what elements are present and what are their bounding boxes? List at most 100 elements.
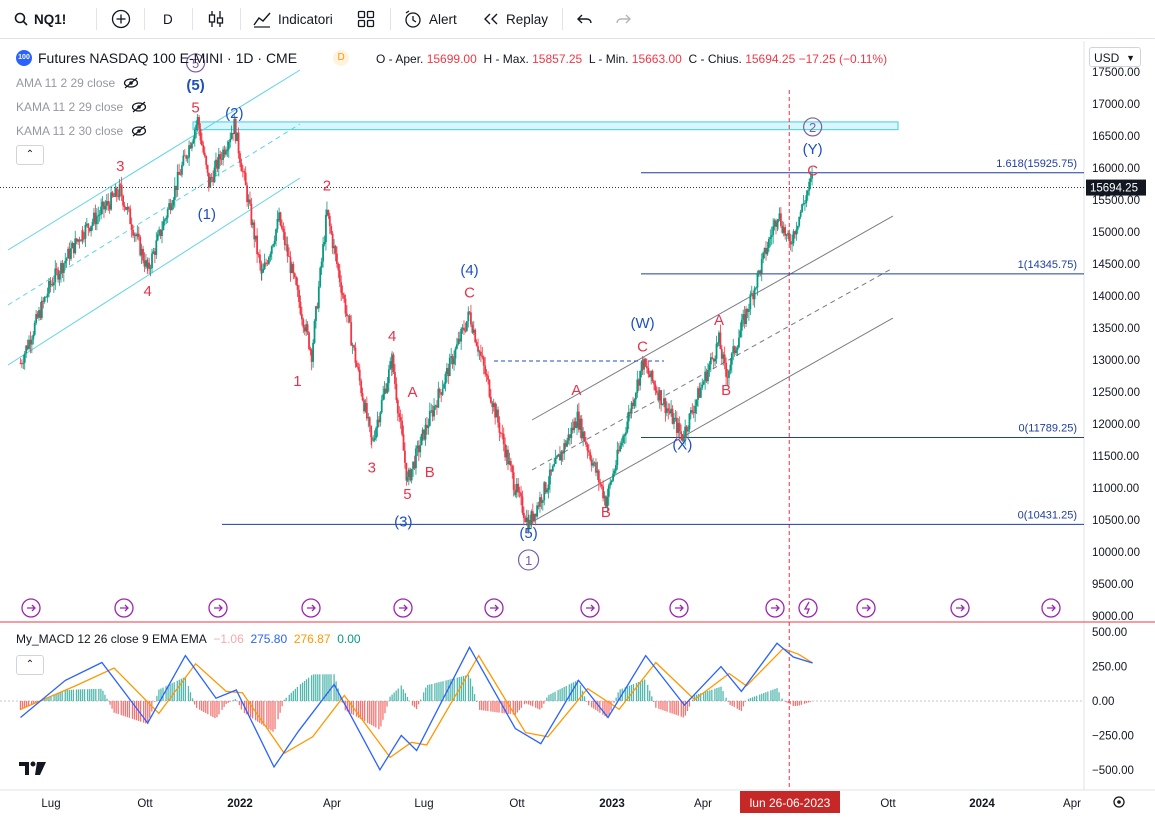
- indicator-kama-29[interactable]: KAMA 11 2 29 close: [16, 100, 147, 114]
- candle-body: [237, 132, 240, 154]
- wave-label[interactable]: (1): [198, 206, 216, 223]
- candle-body: [172, 199, 175, 206]
- time-tick-label: Ott: [137, 798, 153, 810]
- eye-hidden-icon[interactable]: [123, 77, 139, 89]
- replay-button[interactable]: Replay: [482, 9, 548, 29]
- undo-button[interactable]: [576, 9, 594, 29]
- chart-type-button[interactable]: [206, 9, 226, 29]
- price-axis[interactable]: 17500.0017000.0016500.0016000.0015500.00…: [0, 41, 1155, 790]
- candle-body: [596, 470, 599, 473]
- candle-body: [338, 270, 341, 283]
- wave-label[interactable]: 1: [293, 373, 301, 390]
- candle-body: [688, 413, 691, 430]
- wave-label[interactable]: A: [571, 382, 581, 399]
- candle-body: [275, 229, 277, 241]
- collapse-macd-button[interactable]: ⌃: [16, 655, 44, 675]
- wave-label[interactable]: A: [407, 384, 417, 401]
- wave-label[interactable]: B: [721, 382, 731, 399]
- indicators-button[interactable]: Indicatori: [252, 9, 333, 29]
- candle-body: [489, 396, 492, 403]
- event-markers[interactable]: [21, 598, 1061, 618]
- candle-body: [431, 410, 434, 417]
- symbol-search[interactable]: NQ1!: [14, 9, 66, 29]
- wave-label[interactable]: 3: [116, 158, 124, 175]
- candle-body: [159, 229, 162, 236]
- wave-label[interactable]: 5: [191, 99, 199, 116]
- wave-label[interactable]: (5): [519, 525, 537, 542]
- date-tag[interactable]: [740, 791, 840, 813]
- wave-label[interactable]: B: [601, 504, 611, 521]
- wave-label[interactable]: (5): [186, 77, 204, 94]
- wave-label[interactable]: B: [425, 464, 435, 481]
- channel-line-lower[interactable]: [7, 177, 301, 366]
- currency-select[interactable]: USD ▼: [1089, 47, 1141, 67]
- wave-label[interactable]: 4: [388, 328, 396, 345]
- candle-body: [310, 350, 313, 362]
- channel-line-upper[interactable]: [531, 215, 894, 421]
- candle-body: [198, 117, 200, 129]
- wave-label[interactable]: (W): [631, 315, 655, 332]
- wave-label[interactable]: (Y): [803, 141, 823, 158]
- wave-label[interactable]: C: [807, 163, 818, 180]
- ohlc-values: O - Aper. 15699.00 H - Max. 15857.25 L -…: [376, 52, 887, 66]
- channel-line-mid[interactable]: [531, 267, 894, 471]
- last-price-tag[interactable]: [1086, 179, 1146, 196]
- tradingview-logo: [19, 762, 29, 775]
- wave-circle: [517, 549, 540, 571]
- indicator-kama-30[interactable]: KAMA 11 2 30 close: [16, 124, 147, 138]
- candle-body: [687, 429, 689, 432]
- time-axis[interactable]: Lug Ott 2022 Apr Lug Ott 2023 Apr lun 26-06-2023…: [0, 789, 1155, 813]
- candle-body: [175, 185, 178, 190]
- candle-body: [682, 438, 685, 441]
- templates-button[interactable]: [357, 9, 375, 29]
- redo-button[interactable]: [614, 9, 632, 29]
- macd-legend[interactable]: My_MACD 12 26 close 9 EMA EMA −1.06 275.…: [16, 632, 361, 646]
- plus-circle-icon: [111, 9, 131, 29]
- candle-body: [525, 517, 528, 522]
- candle-body: [28, 339, 30, 349]
- series-legend[interactable]: 100 Futures NASDAQ 100 E-MINI · 1D · CME…: [16, 50, 350, 66]
- wave-label[interactable]: 3: [368, 460, 376, 477]
- candle-body: [514, 492, 517, 495]
- eye-hidden-icon[interactable]: [131, 125, 147, 137]
- collapse-legend-button[interactable]: ⌃: [16, 145, 44, 165]
- candle-body: [585, 441, 587, 445]
- channel-line-upper[interactable]: [7, 69, 301, 251]
- alert-button[interactable]: Alert: [403, 9, 457, 29]
- gear-icon[interactable]: [1113, 796, 1125, 808]
- wave-label[interactable]: 5: [403, 486, 411, 503]
- wave-label[interactable]: A: [714, 312, 724, 329]
- channel-line-mid[interactable]: [7, 123, 301, 306]
- candle-body: [83, 238, 85, 240]
- compare-button[interactable]: [111, 9, 131, 29]
- price-tick-label: 11500.00: [1092, 451, 1139, 463]
- arrow-right-icon: [675, 604, 684, 612]
- eye-hidden-icon[interactable]: [131, 101, 147, 113]
- wave-label[interactable]: (X): [672, 437, 692, 454]
- resistance-zone[interactable]: [192, 121, 899, 131]
- price-tick-label: 13000.00: [1092, 355, 1140, 367]
- candle-body: [599, 482, 602, 485]
- candle-body: [325, 215, 327, 243]
- wave-label[interactable]: C: [464, 284, 475, 301]
- wave-label[interactable]: (2): [225, 105, 243, 122]
- resistance-zone-rect[interactable]: [192, 121, 899, 131]
- candle-body: [84, 224, 87, 239]
- wave-label[interactable]: 2: [323, 177, 331, 194]
- event-marker[interactable]: [798, 598, 818, 618]
- wave-labels[interactable]: (5)5534(2)(1)2143A5B(3)(4)C(5)1AB(W)C(X)…: [116, 53, 823, 571]
- candle-body: [778, 213, 781, 220]
- wave-label[interactable]: C: [637, 339, 648, 356]
- candle-body: [283, 232, 286, 246]
- indicator-ama[interactable]: AMA 11 2 29 close: [16, 76, 139, 90]
- wave-label[interactable]: (3): [394, 513, 412, 530]
- series-title: Futures NASDAQ 100 E-MINI · 1D · CME: [38, 50, 298, 66]
- wave-label[interactable]: 4: [144, 283, 152, 300]
- candle-body: [178, 171, 180, 175]
- fib-extension[interactable]: 1.618(15925.75) 1(14345.75) 0(11789.25) 0(1…: [222, 158, 1084, 525]
- wave-label[interactable]: (4): [460, 262, 478, 279]
- interval-button[interactable]: D: [163, 9, 173, 29]
- channel-line-lower[interactable]: [531, 317, 894, 523]
- chevron-up-icon: ⌃: [25, 149, 35, 160]
